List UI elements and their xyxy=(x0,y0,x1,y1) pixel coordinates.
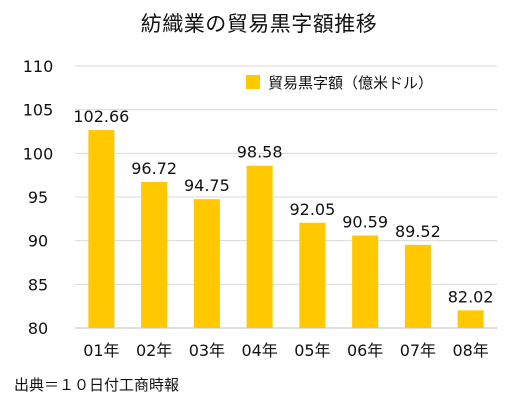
bar xyxy=(299,222,326,328)
data-label: 90.59 xyxy=(342,213,388,232)
y-tick-label: 80 xyxy=(28,319,48,338)
x-tick-label: 04年 xyxy=(241,341,277,360)
x-tick-label: 06年 xyxy=(347,341,383,360)
x-tick-label: 01年 xyxy=(83,341,119,360)
data-label: 96.72 xyxy=(131,159,177,178)
x-tick-label: 03年 xyxy=(189,341,225,360)
y-tick-label: 90 xyxy=(28,232,48,251)
bar xyxy=(88,130,115,328)
source-note: 出典＝１０日付工商時報 xyxy=(14,376,180,394)
legend-label: 貿易黒字額（億米ドル） xyxy=(268,74,433,92)
bar xyxy=(141,181,168,328)
bar xyxy=(457,310,484,328)
bar xyxy=(352,235,379,328)
data-label: 98.58 xyxy=(237,143,283,162)
chart-title: 紡織業の貿易黒字額推移 xyxy=(140,12,378,36)
y-tick-label: 95 xyxy=(28,188,48,207)
bar xyxy=(246,165,273,328)
y-tick-label: 100 xyxy=(23,144,54,163)
y-tick-label: 110 xyxy=(23,57,54,76)
data-label: 89.52 xyxy=(395,222,441,241)
x-tick-label: 08年 xyxy=(452,341,488,360)
legend-swatch xyxy=(246,75,260,89)
x-tick-label: 02年 xyxy=(136,341,172,360)
x-tick-label: 07年 xyxy=(400,341,436,360)
data-label: 92.05 xyxy=(289,200,335,219)
bar xyxy=(193,199,220,328)
data-label: 82.02 xyxy=(448,287,494,306)
data-label: 102.66 xyxy=(73,107,129,126)
bar xyxy=(404,244,431,328)
y-tick-label: 85 xyxy=(28,275,48,294)
data-label: 94.75 xyxy=(184,176,230,195)
y-tick-label: 105 xyxy=(23,101,54,120)
x-tick-label: 05年 xyxy=(294,341,330,360)
